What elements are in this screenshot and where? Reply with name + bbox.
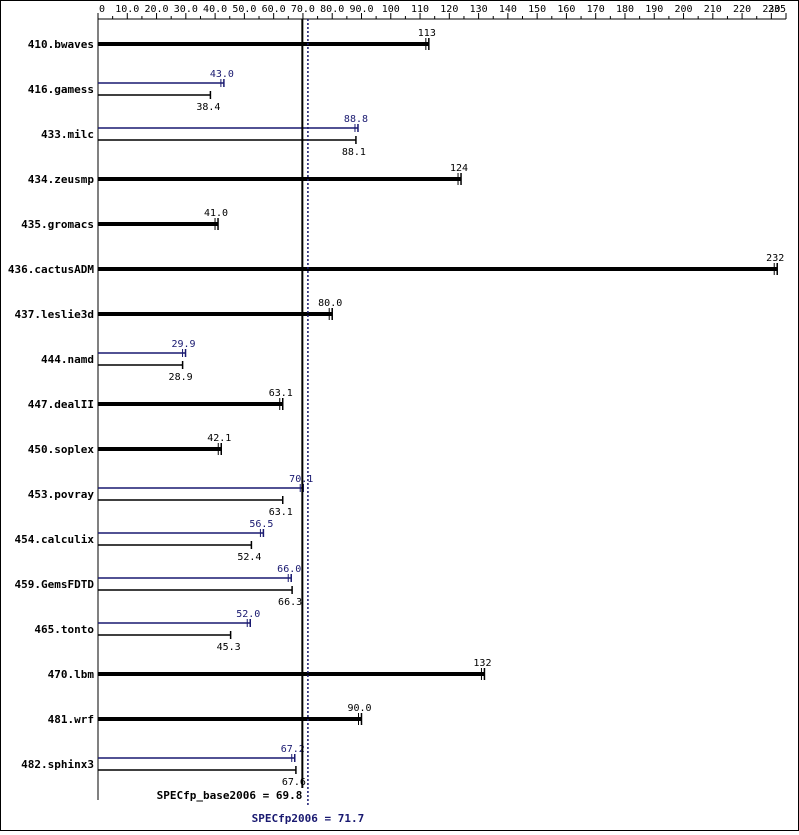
x-tick-label: 80.0 (320, 4, 344, 15)
base-score-label: SPECfp_base2006 = 69.8 (157, 789, 303, 802)
x-tick-label: 200 (675, 4, 693, 15)
benchmark-label: 450.soplex (28, 443, 95, 456)
base-value-label: 28.9 (169, 372, 193, 383)
base-value-label: 66.3 (278, 597, 302, 608)
benchmark-label: 447.dealII (28, 398, 94, 411)
base-value-label: 38.4 (196, 102, 220, 113)
base-value-label: 63.1 (269, 388, 293, 399)
x-tick-label: 140 (499, 4, 517, 15)
peak-score-label: SPECfp2006 = 71.7 (252, 812, 365, 825)
benchmark-label: 437.leslie3d (15, 308, 94, 321)
benchmark-label: 453.povray (28, 488, 95, 501)
peak-value-label: 66.0 (277, 564, 301, 575)
x-tick-label: 170 (587, 4, 605, 15)
x-tick-label: 60.0 (262, 4, 286, 15)
base-value-label: 88.1 (342, 147, 366, 158)
benchmark-label: 435.gromacs (21, 218, 94, 231)
x-tick-label: 40.0 (203, 4, 227, 15)
x-tick-label: 30.0 (174, 4, 198, 15)
benchmark-label: 433.milc (41, 128, 94, 141)
peak-value-label: 29.9 (171, 339, 195, 350)
x-tick-label: 235 (768, 4, 786, 15)
benchmark-label: 481.wrf (48, 713, 94, 726)
base-value-label: 113 (418, 28, 436, 39)
benchmark-label: 434.zeusmp (28, 173, 95, 186)
x-tick-label: 0 (99, 4, 105, 15)
peak-value-label: 56.5 (249, 519, 273, 530)
x-tick-label: 10.0 (115, 4, 139, 15)
summary-lines: SPECfp_base2006 = 69.8 SPECfp2006 = 71.7 (157, 19, 365, 825)
x-tick-label: 20.0 (145, 4, 169, 15)
peak-value-label: 70.1 (289, 474, 313, 485)
benchmark-label: 482.sphinx3 (21, 758, 94, 771)
base-value-label: 80.0 (318, 298, 342, 309)
benchmark-label: 444.namd (41, 353, 94, 366)
bars: 410.bwaves 113 416.gamess 43.0 38.4 433.milc 8… (8, 28, 784, 788)
x-tick-label: 190 (645, 4, 663, 15)
x-tick-label: 180 (616, 4, 634, 15)
base-value-label: 90.0 (347, 703, 371, 714)
peak-value-label: 67.2 (281, 744, 305, 755)
benchmark-label: 416.gamess (28, 83, 94, 96)
base-value-label: 67.6 (282, 777, 306, 788)
x-axis: 0 10.0 20.0 30.0 40.0 50.0 60.0 70.0 80.0 90.0 100… (97, 4, 787, 800)
x-tick-label: 50.0 (232, 4, 256, 15)
benchmark-label: 436.cactusADM (8, 263, 94, 276)
base-value-label: 132 (473, 658, 491, 669)
benchmark-label: 454.calculix (15, 533, 95, 546)
benchmark-label: 465.tonto (34, 623, 94, 636)
x-tick-label: 220 (733, 4, 751, 15)
x-tick-label: 70.0 (291, 4, 315, 15)
x-tick-label: 230 (762, 4, 780, 15)
benchmark-label: 459.GemsFDTD (15, 578, 95, 591)
x-tick-label: 160 (557, 4, 575, 15)
base-value-label: 232 (766, 253, 784, 264)
base-value-label: 63.1 (269, 507, 293, 518)
peak-value-label: 43.0 (210, 69, 234, 80)
base-value-label: 41.0 (204, 208, 228, 219)
peak-value-label: 88.8 (344, 114, 368, 125)
peak-value-label: 52.0 (236, 609, 260, 620)
base-value-label: 124 (450, 163, 468, 174)
x-tick-label: 130 (470, 4, 488, 15)
base-value-label: 52.4 (237, 552, 261, 563)
x-tick-label: 90.0 (349, 4, 373, 15)
x-tick-label: 150 (528, 4, 546, 15)
x-tick-label: 110 (411, 4, 429, 15)
base-value-label: 42.1 (207, 433, 231, 444)
x-tick-label: 100 (382, 4, 400, 15)
x-tick-label: 210 (704, 4, 722, 15)
benchmark-label: 410.bwaves (28, 38, 94, 51)
x-tick-label: 120 (440, 4, 458, 15)
benchmark-label: 470.lbm (48, 668, 95, 681)
base-value-label: 45.3 (217, 642, 241, 653)
